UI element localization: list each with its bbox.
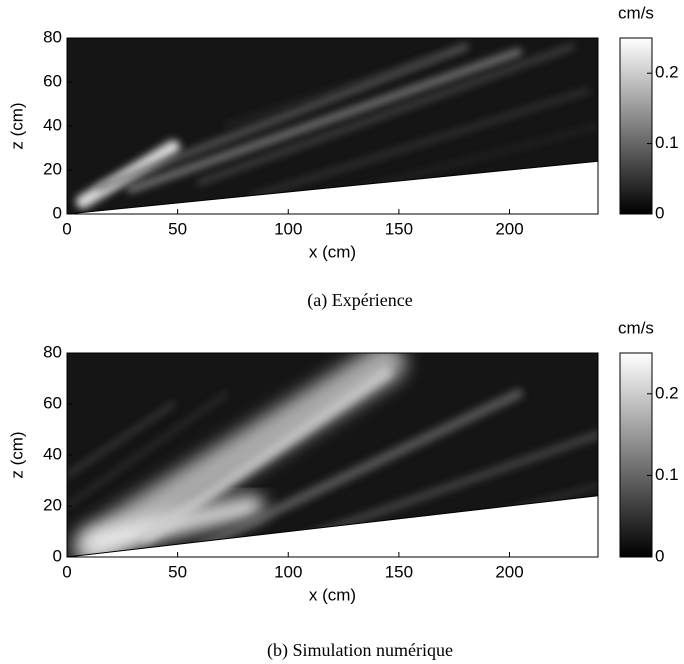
y-tick-label: 0 xyxy=(53,546,62,565)
panel: 0 50 100 150 200 0 20 40 60 80 x (cm) z (cm) (b) Sim… xyxy=(7,318,678,661)
x-tick-label: 0 xyxy=(62,219,71,238)
colorbar xyxy=(619,352,653,558)
x-tick-label: 200 xyxy=(495,219,523,238)
y-tick-label: 0 xyxy=(53,203,62,222)
caption: (a) Expérience xyxy=(307,290,412,311)
field-streak xyxy=(67,402,176,478)
x-tick-label: 100 xyxy=(274,219,302,238)
colorbar-tick-label: 0.2 xyxy=(655,383,679,402)
y-tick-label: 60 xyxy=(43,393,62,412)
field-streak xyxy=(250,88,590,199)
colorbar-tick-label: 0.1 xyxy=(655,133,679,152)
field xyxy=(67,38,598,214)
x-tick-label: 50 xyxy=(168,219,187,238)
y-tick-label: 40 xyxy=(43,115,62,134)
colorbar-tick-label: 0.1 xyxy=(655,465,679,484)
field-streak xyxy=(140,367,392,543)
field-streak xyxy=(73,353,406,557)
x-tick-label: 0 xyxy=(62,562,71,581)
x-axis-label: x (cm) xyxy=(309,585,356,604)
colorbar-label: cm/s xyxy=(618,3,654,22)
x-axis-label: x (cm) xyxy=(309,242,356,261)
y-tick-label: 80 xyxy=(43,27,62,46)
field xyxy=(67,353,598,557)
colorbar-tick-label: 0.2 xyxy=(655,63,679,82)
bottom-boundary xyxy=(66,495,599,558)
y-tick-label: 80 xyxy=(43,342,62,361)
y-tick-label: 20 xyxy=(43,159,62,178)
x-tick-label: 150 xyxy=(385,562,413,581)
colorbar-label: cm/s xyxy=(618,318,654,337)
x-tick-label: 200 xyxy=(495,562,523,581)
colorbar-tick-label: 0 xyxy=(655,203,664,222)
y-axis-label: z (cm) xyxy=(7,431,26,478)
field-streak xyxy=(223,53,442,129)
field-streak xyxy=(196,43,575,186)
field-streak xyxy=(126,48,523,194)
bottom-boundary xyxy=(66,160,599,215)
x-tick-label: 50 xyxy=(168,562,187,581)
y-axis-label: z (cm) xyxy=(7,102,26,149)
colorbar xyxy=(619,37,653,215)
field-streak xyxy=(95,43,469,192)
field-streak xyxy=(67,391,229,508)
colorbar-tick-label: 0 xyxy=(655,546,664,565)
panel: 0 50 100 150 200 0 20 40 60 80 x (cm) z (cm) (a) Exp… xyxy=(7,3,678,311)
y-tick-label: 40 xyxy=(43,444,62,463)
field-streak xyxy=(194,388,524,552)
y-tick-label: 60 xyxy=(43,71,62,90)
x-tick-label: 150 xyxy=(385,219,413,238)
x-tick-label: 100 xyxy=(274,562,302,581)
caption: (b) Simulation numérique xyxy=(267,640,453,661)
y-tick-label: 20 xyxy=(43,495,62,514)
